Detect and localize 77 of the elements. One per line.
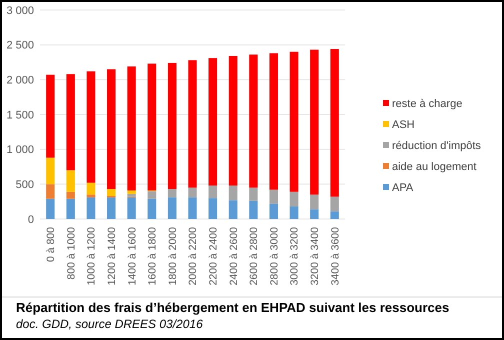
bar [46, 74, 55, 158]
bar [249, 188, 258, 201]
bar [290, 52, 298, 192]
legend-label: aide au logement [392, 160, 476, 173]
x-tick-label: 0 à 800 [45, 226, 58, 262]
x-tick-label: 3000 à 3200 [288, 226, 301, 286]
bar [228, 200, 238, 219]
bar [208, 186, 218, 198]
bar [188, 60, 197, 188]
legend-label: APA [392, 182, 414, 194]
x-tick-label: 1600 à 1800 [146, 226, 159, 286]
bar [249, 54, 258, 188]
x-tick-label: 1800 à 2000 [166, 226, 179, 286]
y-tick-label: 2 500 [6, 40, 34, 52]
bar [148, 198, 156, 219]
y-tick-label: 1 500 [6, 109, 34, 122]
bar [269, 190, 278, 204]
bar [86, 182, 96, 195]
bar [86, 71, 96, 183]
bar [46, 198, 55, 219]
x-tick-label: 2800 à 3000 [268, 226, 280, 286]
bar [66, 74, 75, 170]
bar [168, 189, 176, 198]
bar [310, 194, 319, 210]
bar [66, 170, 75, 192]
bar [86, 197, 96, 219]
bar [66, 192, 75, 199]
x-tick-label: 1000 à 1200 [86, 226, 98, 286]
y-tick-label: 2 000 [6, 74, 34, 87]
bar [148, 191, 156, 199]
y-tick-label: 3 000 [6, 4, 34, 17]
x-tick-label: 1400 à 1600 [126, 226, 138, 286]
bar [168, 197, 176, 219]
bar [310, 209, 319, 219]
bar [290, 206, 298, 219]
y-tick-label: 0 [28, 214, 34, 226]
bar [86, 194, 96, 198]
x-tick-label: 2400 à 2600 [228, 226, 240, 286]
legend-label: ASH [392, 118, 415, 131]
x-tick-label: 1200 à 1400 [106, 226, 118, 286]
text: doc. GDD, source DREES 03/2016 [16, 317, 204, 331]
x-tick-label: 2200 à 2400 [207, 226, 220, 286]
bar [168, 62, 176, 190]
bar [148, 64, 156, 190]
x-tick-label: 800 à 1000 [65, 226, 78, 280]
bar [310, 50, 319, 195]
bar [46, 158, 55, 184]
bar [188, 188, 197, 198]
x-tick-label: 2600 à 2800 [248, 226, 260, 286]
bar [269, 53, 278, 190]
x-tick-label: 3200 à 3400 [309, 226, 322, 286]
bar [127, 197, 136, 219]
bar [228, 186, 238, 200]
x-tick-label: 3400 à 3600 [329, 226, 342, 286]
bar [107, 197, 116, 219]
bar [208, 198, 218, 219]
bar [290, 192, 298, 206]
bar [46, 184, 55, 199]
y-tick-label: 1 000 [6, 144, 34, 156]
text: Répartition des frais d’hébergement en EHPAD suivant les ressources [16, 300, 450, 315]
legend-label: réduction d'impôts [392, 140, 482, 152]
bar [269, 204, 278, 219]
bar [188, 197, 197, 219]
bar [107, 189, 116, 196]
y-tick-label: 500 [16, 179, 34, 192]
bar [228, 56, 238, 186]
bar [66, 198, 75, 219]
bar [208, 58, 218, 186]
x-tick-label: 2000 à 2200 [187, 226, 200, 286]
bar [127, 190, 136, 194]
bar [127, 66, 136, 190]
bar [107, 69, 116, 190]
legend-label: reste à charge [392, 98, 462, 110]
bar [330, 49, 339, 197]
bar [330, 196, 339, 212]
bar [249, 200, 258, 219]
bar [330, 211, 339, 219]
